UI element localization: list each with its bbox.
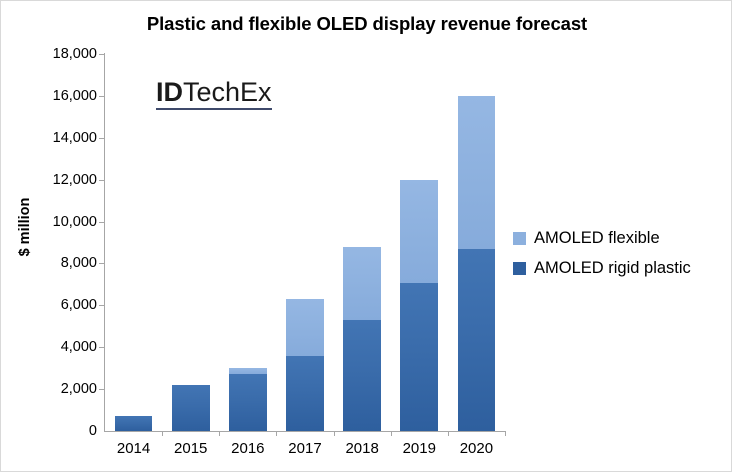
stacked-bar[interactable] <box>457 95 496 431</box>
stacked-bar[interactable] <box>400 179 439 431</box>
x-axis-tick-mark <box>219 431 221 436</box>
bar-group-2019[interactable] <box>400 54 439 431</box>
y-axis-tick-mark <box>99 389 105 391</box>
legend-label: AMOLED flexible <box>534 228 660 247</box>
bar-group-2014[interactable] <box>114 54 153 431</box>
bar-segment-rigid-plastic[interactable] <box>343 320 381 431</box>
y-axis-line <box>104 53 105 432</box>
x-axis-tick-label: 2016 <box>231 440 265 457</box>
stacked-bar[interactable] <box>343 246 381 431</box>
legend-label: AMOLED rigid plastic <box>534 258 691 277</box>
x-axis-tick-mark <box>276 431 278 436</box>
y-axis-tick-label: 18,000 <box>52 45 97 62</box>
y-axis-tick-mark <box>99 137 105 139</box>
y-axis-tick-mark <box>99 95 105 97</box>
bar-group-2020[interactable] <box>457 54 496 431</box>
stacked-bar[interactable] <box>229 368 267 431</box>
y-axis-tick-mark <box>99 347 105 349</box>
y-axis-tick-mark <box>99 221 105 223</box>
stacked-bar[interactable] <box>286 299 324 431</box>
y-axis-tick-label: 8,000 <box>60 255 97 272</box>
bar-segment-flexible[interactable] <box>229 368 267 375</box>
idtechex-logo: IDTechEx <box>156 79 272 110</box>
x-axis-tick-labels: 2014 2015 2016 2017 2018 2019 2020 <box>105 438 505 466</box>
y-axis-tick-label: 12,000 <box>52 171 97 188</box>
chart-title: Plastic and flexible OLED display revenu… <box>146 13 588 34</box>
y-axis-tick-label: 4,000 <box>60 338 97 355</box>
chart-legend: AMOLED flexible AMOLED rigid plastic <box>513 223 691 283</box>
y-axis-tick-label: 14,000 <box>52 129 97 146</box>
bar-segment-flexible[interactable] <box>286 299 324 356</box>
x-axis-tick-label: 2019 <box>402 440 436 457</box>
bar-group-2016[interactable] <box>229 54 267 431</box>
x-axis-tick-label: 2018 <box>345 440 379 457</box>
stacked-bar[interactable] <box>114 416 153 431</box>
x-axis-tick-mark <box>390 431 392 436</box>
bar-group-2015[interactable] <box>171 54 210 431</box>
bar-segment-rigid-plastic[interactable] <box>229 374 267 431</box>
y-axis-tick-mark <box>99 263 105 265</box>
x-axis-tick-label: 2015 <box>174 440 208 457</box>
bar-group-2017[interactable] <box>286 54 324 431</box>
bar-segment-rigid-plastic[interactable] <box>114 416 153 431</box>
legend-swatch-icon <box>513 231 526 245</box>
plot-area <box>105 54 505 431</box>
y-axis-tick-mark <box>99 305 105 307</box>
y-axis-tick-mark <box>99 54 105 55</box>
bar-segment-rigid-plastic[interactable] <box>400 283 439 431</box>
x-axis-tick-mark <box>162 431 164 436</box>
x-axis-line <box>104 431 505 432</box>
y-axis-tick-label: 10,000 <box>52 213 97 230</box>
y-axis-tick-mark <box>99 179 105 181</box>
logo-light-text: TechEx <box>183 77 272 107</box>
x-axis-tick-mark <box>505 431 506 436</box>
x-axis-tick-mark <box>333 431 335 436</box>
x-axis-tick-label: 2014 <box>116 440 151 457</box>
y-axis-tick-labels: 0 2,000 4,000 6,000 8,000 10,000 12,000 14,000 1… <box>1 1 97 473</box>
bar-segment-flexible[interactable] <box>400 179 439 284</box>
x-axis-tick-label: 2020 <box>459 440 494 457</box>
bar-segment-rigid-plastic[interactable] <box>457 248 496 431</box>
y-axis-tick-label: 0 <box>88 422 97 439</box>
bar-segment-rigid-plastic[interactable] <box>171 384 210 431</box>
legend-item[interactable]: AMOLED flexible <box>513 223 691 253</box>
bar-group-2018[interactable] <box>343 54 381 431</box>
x-axis-tick-mark <box>447 431 449 436</box>
bar-segment-rigid-plastic[interactable] <box>286 355 324 431</box>
bar-segment-flexible[interactable] <box>457 95 496 249</box>
legend-swatch-icon <box>513 261 526 275</box>
stacked-bar[interactable] <box>171 384 210 431</box>
bar-segment-flexible[interactable] <box>343 246 381 320</box>
y-axis-tick-label: 6,000 <box>60 297 97 314</box>
y-axis-tick-label: 16,000 <box>52 87 97 104</box>
logo-bold-text: ID <box>156 77 183 107</box>
x-axis-tick-label: 2017 <box>288 440 322 457</box>
y-axis-tick-label: 2,000 <box>60 380 97 397</box>
legend-item[interactable]: AMOLED rigid plastic <box>513 253 691 283</box>
